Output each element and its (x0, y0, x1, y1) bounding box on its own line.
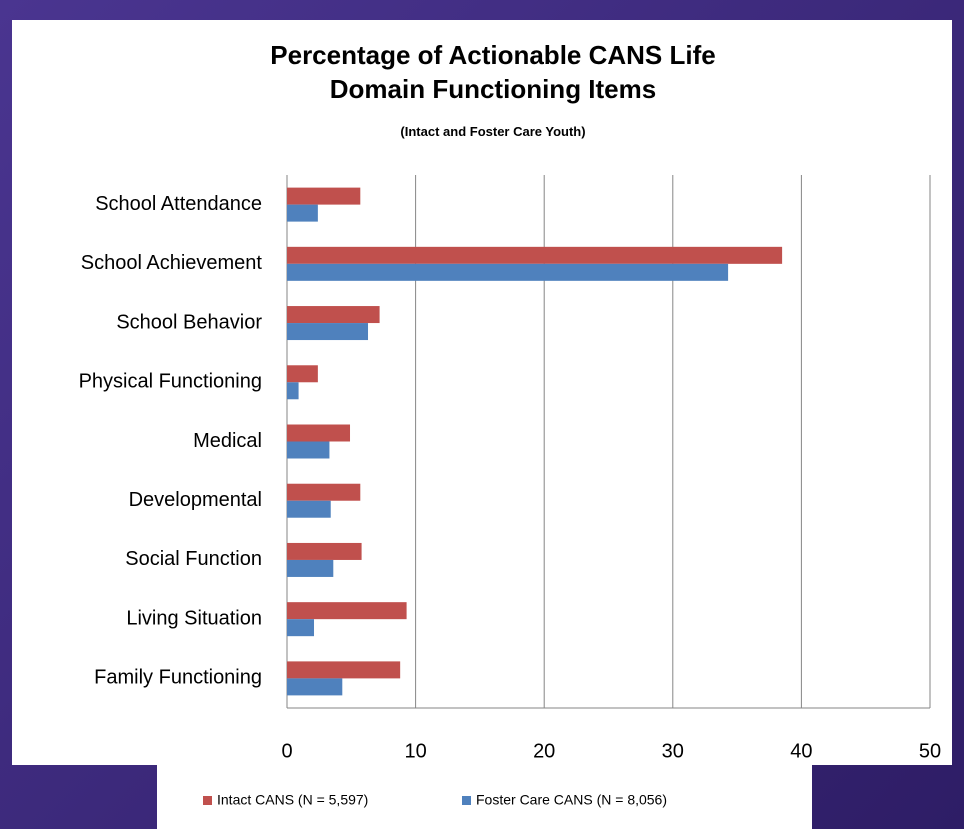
bar (287, 483, 361, 501)
y-tick-label: School Achievement (81, 252, 263, 274)
bar (287, 619, 315, 637)
legend-panel (157, 765, 812, 829)
y-tick-label: Living Situation (126, 607, 262, 629)
y-tick-label: School Attendance (95, 193, 262, 215)
y-tick-label: Physical Functioning (79, 371, 262, 393)
legend-swatch (203, 796, 212, 805)
x-tick-label: 50 (919, 740, 941, 762)
bar (287, 187, 361, 205)
legend-label: Intact CANS (N = 5,597) (217, 792, 368, 808)
x-tick-label: 40 (790, 740, 812, 762)
y-tick-label: Social Function (125, 548, 262, 570)
y-tick-label: School Behavior (116, 311, 262, 333)
chart-subtitle: (Intact and Foster Care Youth) (400, 124, 586, 139)
x-tick-label: 0 (281, 740, 292, 762)
legend-swatch (462, 796, 471, 805)
bar (287, 263, 729, 281)
bar (287, 500, 331, 518)
x-tick-label: 20 (533, 740, 555, 762)
bar (287, 678, 343, 696)
bar (287, 559, 334, 577)
x-tick-label: 30 (662, 740, 684, 762)
bar (287, 602, 407, 620)
chart-panel (12, 20, 952, 765)
bar (287, 424, 351, 442)
bar (287, 246, 783, 264)
x-tick-label: 10 (404, 740, 426, 762)
bar (287, 306, 380, 324)
bar (287, 323, 369, 341)
y-tick-label: Family Functioning (94, 667, 262, 689)
chart-title: Percentage of Actionable CANS Life Domai… (270, 40, 716, 104)
bar (287, 661, 401, 679)
bar (287, 365, 318, 383)
y-tick-label: Medical (193, 430, 262, 452)
legend-label: Foster Care CANS (N = 8,056) (476, 792, 667, 808)
bar (287, 542, 362, 560)
bar (287, 204, 318, 222)
y-tick-label: Developmental (129, 489, 262, 511)
bar (287, 382, 299, 400)
bar (287, 441, 330, 459)
